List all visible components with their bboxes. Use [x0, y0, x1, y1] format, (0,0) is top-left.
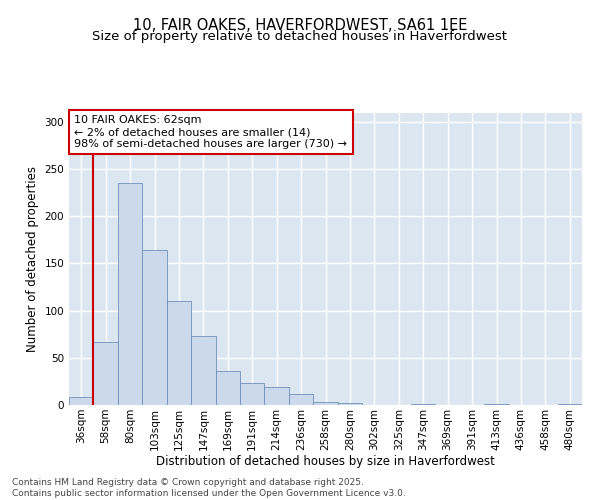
Text: 10 FAIR OAKES: 62sqm
← 2% of detached houses are smaller (14)
98% of semi-detach: 10 FAIR OAKES: 62sqm ← 2% of detached ho…: [74, 116, 347, 148]
Bar: [411, 404, 436, 405]
Bar: [338, 403, 362, 405]
Bar: [557, 404, 582, 405]
Bar: [94, 342, 118, 405]
Bar: [484, 404, 509, 405]
Text: 10, FAIR OAKES, HAVERFORDWEST, SA61 1EE: 10, FAIR OAKES, HAVERFORDWEST, SA61 1EE: [133, 18, 467, 32]
Bar: [142, 250, 167, 405]
Text: Size of property relative to detached houses in Haverfordwest: Size of property relative to detached ho…: [92, 30, 508, 43]
X-axis label: Distribution of detached houses by size in Haverfordwest: Distribution of detached houses by size …: [156, 456, 495, 468]
Y-axis label: Number of detached properties: Number of detached properties: [26, 166, 39, 352]
Bar: [167, 301, 191, 405]
Bar: [118, 184, 142, 405]
Bar: [313, 402, 338, 405]
Bar: [289, 394, 313, 405]
Bar: [265, 387, 289, 405]
Bar: [240, 384, 265, 405]
Text: Contains HM Land Registry data © Crown copyright and database right 2025.
Contai: Contains HM Land Registry data © Crown c…: [12, 478, 406, 498]
Bar: [215, 371, 240, 405]
Bar: [69, 398, 94, 405]
Bar: [191, 336, 215, 405]
